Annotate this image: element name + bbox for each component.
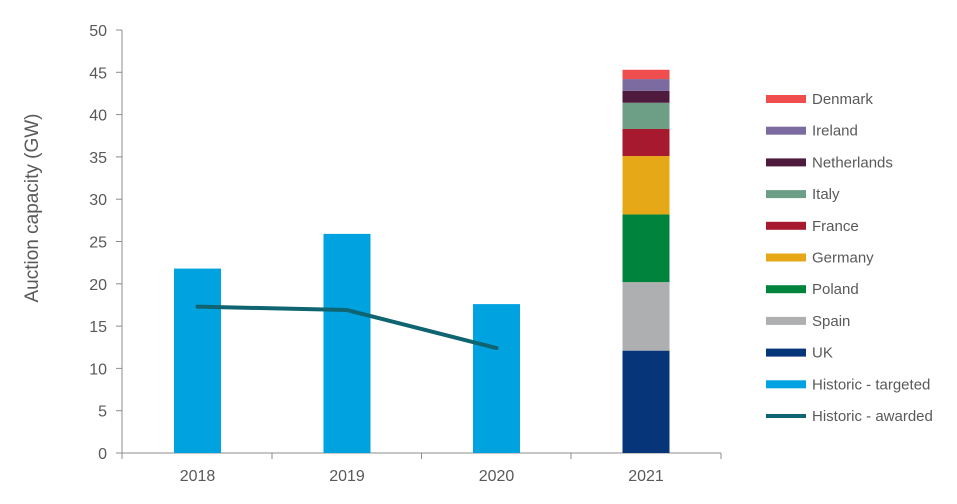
legend-swatch [766,158,806,166]
legend-swatch [766,380,806,388]
bar-2021-germany [623,156,670,214]
bar-2021-denmark [623,70,670,79]
y-tick-label: 0 [98,446,107,463]
legend-label: UK [812,345,833,362]
legend-label: Ireland [812,123,858,140]
y-tick-label: 5 [98,404,107,421]
y-tick-label: 25 [89,235,107,252]
bar-historic-targeted-2018 [174,269,221,453]
legend-label: Italy [812,186,840,203]
bar-2021-ireland [623,79,670,91]
legend-item-ireland: Ireland [766,123,858,140]
x-tick-label: 2021 [628,468,664,485]
legend-swatch [766,285,806,293]
legend-label: Poland [812,281,859,298]
legend-swatch [766,349,806,357]
legend-swatch [766,190,806,198]
legend-item-historic-awarded: Historic - awarded [766,408,933,425]
legend-item-denmark: Denmark [766,91,873,108]
y-tick-label: 10 [89,361,107,378]
legend-label: Germany [812,250,874,267]
legend-label: France [812,218,859,235]
bar-2021-spain [623,282,670,351]
legend-item-germany: Germany [766,250,874,267]
bar-2021-france [623,129,670,156]
bars [174,70,670,453]
bar-2021-poland [623,214,670,282]
legend-label: Historic - targeted [812,376,930,393]
legend: Denmark Ireland Netherlands Italy France Germ… [766,91,933,425]
legend-item-spain: Spain [766,313,850,330]
bar-historic-targeted-2020 [473,304,520,453]
legend-swatch [766,254,806,262]
bar-2021-uk [623,351,670,453]
x-tick-label: 2020 [479,468,515,485]
y-tick-label: 40 [89,108,107,125]
y-tick-label: 30 [89,192,107,209]
bar-historic-targeted-2019 [324,234,371,453]
legend-swatch [766,95,806,103]
y-tick-label: 15 [89,319,107,336]
bar-2021-netherlands [623,91,670,103]
x-tick-label: 2019 [329,468,365,485]
y-axis: 0 5 10 15 20 25 30 35 40 45 50 [89,23,122,463]
y-tick-label: 45 [89,65,107,82]
x-tick-label: 2018 [180,468,216,485]
legend-label: Spain [812,313,850,330]
legend-item-netherlands: Netherlands [766,154,893,171]
legend-swatch [766,127,806,135]
legend-label: Historic - awarded [812,408,933,425]
legend-item-uk: UK [766,345,833,362]
legend-item-historic-targeted: Historic - targeted [766,376,930,393]
y-tick-label: 20 [89,277,107,294]
legend-swatch [766,222,806,230]
x-axis: 2018 2019 2020 2021 [122,453,721,485]
legend-label: Denmark [812,91,873,108]
bar-2021-italy [623,103,670,129]
legend-swatch [766,317,806,325]
y-tick-label: 50 [89,23,107,40]
legend-label: Netherlands [812,154,893,171]
y-axis-label: Auction capacity (GW) [22,114,43,303]
legend-item-italy: Italy [766,186,840,203]
legend-item-france: France [766,218,859,235]
legend-item-poland: Poland [766,281,859,298]
y-tick-label: 35 [89,150,107,167]
